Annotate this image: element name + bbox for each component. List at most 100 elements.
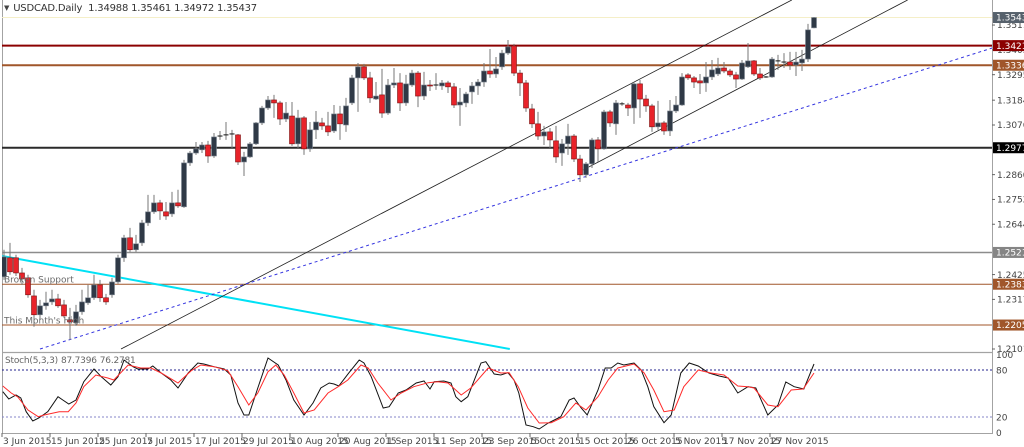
price-tick-label: 1.24250 [997, 271, 1024, 281]
bear-candle [157, 202, 163, 212]
bull-candle [421, 84, 427, 97]
bear-candle [205, 144, 211, 157]
upper-channel-line[interactable] [120, 0, 792, 350]
bull-candle [631, 83, 637, 109]
bull-candle [805, 29, 811, 60]
resistance-level-price-box [993, 40, 1024, 52]
price-tick-label: 1.35110 [997, 21, 1024, 31]
time-tick-label: 29 Jul 2015 [243, 437, 294, 447]
bear-candle [733, 74, 739, 80]
bear-candle [451, 86, 457, 106]
time-tick-label: 17 Nov 2015 [723, 437, 781, 447]
bull-candle [655, 122, 661, 128]
bull-candle [505, 46, 511, 54]
bull-candle [49, 298, 55, 303]
bear-candle [361, 66, 367, 79]
bull-candle [2, 256, 7, 278]
time-tick-label: 5 Oct 2015 [531, 437, 581, 447]
lower-channel-line[interactable] [582, 0, 908, 171]
bull-candle [37, 305, 43, 316]
blue-dotted-trend-line[interactable] [39, 47, 992, 350]
bull-candle [349, 77, 355, 104]
month-high-label[interactable]: This Month's High [3, 317, 84, 327]
bull-candle [565, 135, 571, 145]
price-tick-label: 1.30760 [997, 121, 1024, 131]
bull-candle [43, 302, 49, 307]
bull-candle [73, 311, 79, 324]
stoch-axis-label: 20 [996, 414, 1008, 424]
chart-frame [2, 0, 993, 434]
stoch-axis-label: 80 [996, 367, 1008, 377]
time-tick-label: 1 Sep 2015 [387, 437, 438, 447]
bull-candle [91, 284, 97, 299]
bull-candle [715, 67, 721, 75]
bear-candle [337, 113, 343, 125]
bear-candle [757, 73, 763, 79]
bear-candle [325, 125, 331, 133]
bull-candle [355, 66, 361, 79]
time-tick-label: 25 Jun 2015 [99, 437, 153, 447]
bull-candle [181, 162, 187, 208]
bull-candle [307, 129, 313, 150]
bull-candle [169, 202, 175, 215]
time-tick-label: 17 Jul 2015 [195, 437, 246, 447]
price-tick-label: 1.21010 [997, 345, 1024, 355]
bear-candle [277, 102, 283, 120]
time-tick-label: 10 Aug 2015 [291, 437, 349, 447]
bear-candle [685, 74, 691, 79]
stochastic-panel[interactable] [2, 357, 992, 430]
stoch-d-line [2, 363, 815, 424]
bull-candle [481, 70, 487, 83]
bull-candle [145, 211, 151, 224]
broken-support-label[interactable]: Broken Support [4, 276, 74, 286]
bull-candle [673, 104, 679, 112]
price-axis[interactable]: 1.351101.340301.329501.318401.307601.286… [992, 12, 1024, 355]
bear-candle [397, 82, 403, 104]
bull-candle [373, 95, 379, 100]
price-tick-label: 1.26440 [997, 220, 1024, 230]
chart-menu-triangle-icon[interactable]: ▼ [4, 4, 10, 12]
symbol-timeframe: USDCAD.Daily [13, 3, 83, 14]
stochastic-name: Stoch(5,3,3) [5, 356, 58, 366]
time-tick-label: 27 Nov 2015 [771, 437, 829, 447]
bear-candle [415, 72, 421, 97]
bear-candle [31, 295, 37, 316]
bear-candle [427, 84, 433, 87]
time-tick-label: 5 Nov 2015 [675, 437, 727, 447]
stochastic-k-value: 87.7396 [60, 356, 97, 366]
bear-candle [697, 80, 703, 84]
stoch-axis-label: 0 [996, 429, 1002, 439]
bull-candle [211, 136, 217, 157]
time-tick-label: 11 Sep 2015 [435, 437, 492, 447]
time-tick-label: 26 Oct 2015 [627, 437, 683, 447]
bear-candle [367, 77, 373, 99]
bull-candle [385, 84, 391, 114]
bull-candle [259, 107, 265, 124]
bull-candle [85, 297, 91, 304]
bear-candle [487, 70, 493, 75]
resistance-level-price-label: 1.34215 [996, 42, 1024, 52]
bull-candle [253, 122, 259, 145]
bull-candle [679, 76, 685, 106]
cyan-downtrend-line[interactable] [2, 254, 510, 350]
bull-candle [703, 76, 709, 84]
key-level-price-label: 1.29770 [996, 144, 1024, 154]
bull-candle [295, 117, 301, 145]
bear-candle [625, 104, 631, 109]
bull-candle [109, 281, 115, 296]
bull-candle [559, 143, 565, 154]
bear-candle [607, 111, 613, 124]
bear-candle [379, 94, 385, 114]
stochastic-axis: 100 80 20 0 [996, 351, 1013, 439]
text-annotations: Broken Support This Month's High [3, 276, 84, 327]
bull-candle [709, 69, 715, 78]
bull-candle [283, 112, 289, 120]
bear-candle [649, 105, 655, 128]
bear-candle [103, 297, 109, 303]
time-tick-label: 15 Oct 2015 [579, 437, 635, 447]
key-level-price-box [993, 142, 1024, 154]
broken-support-price-box [993, 278, 1024, 290]
support-level-price-label: 1.33360 [996, 61, 1024, 71]
